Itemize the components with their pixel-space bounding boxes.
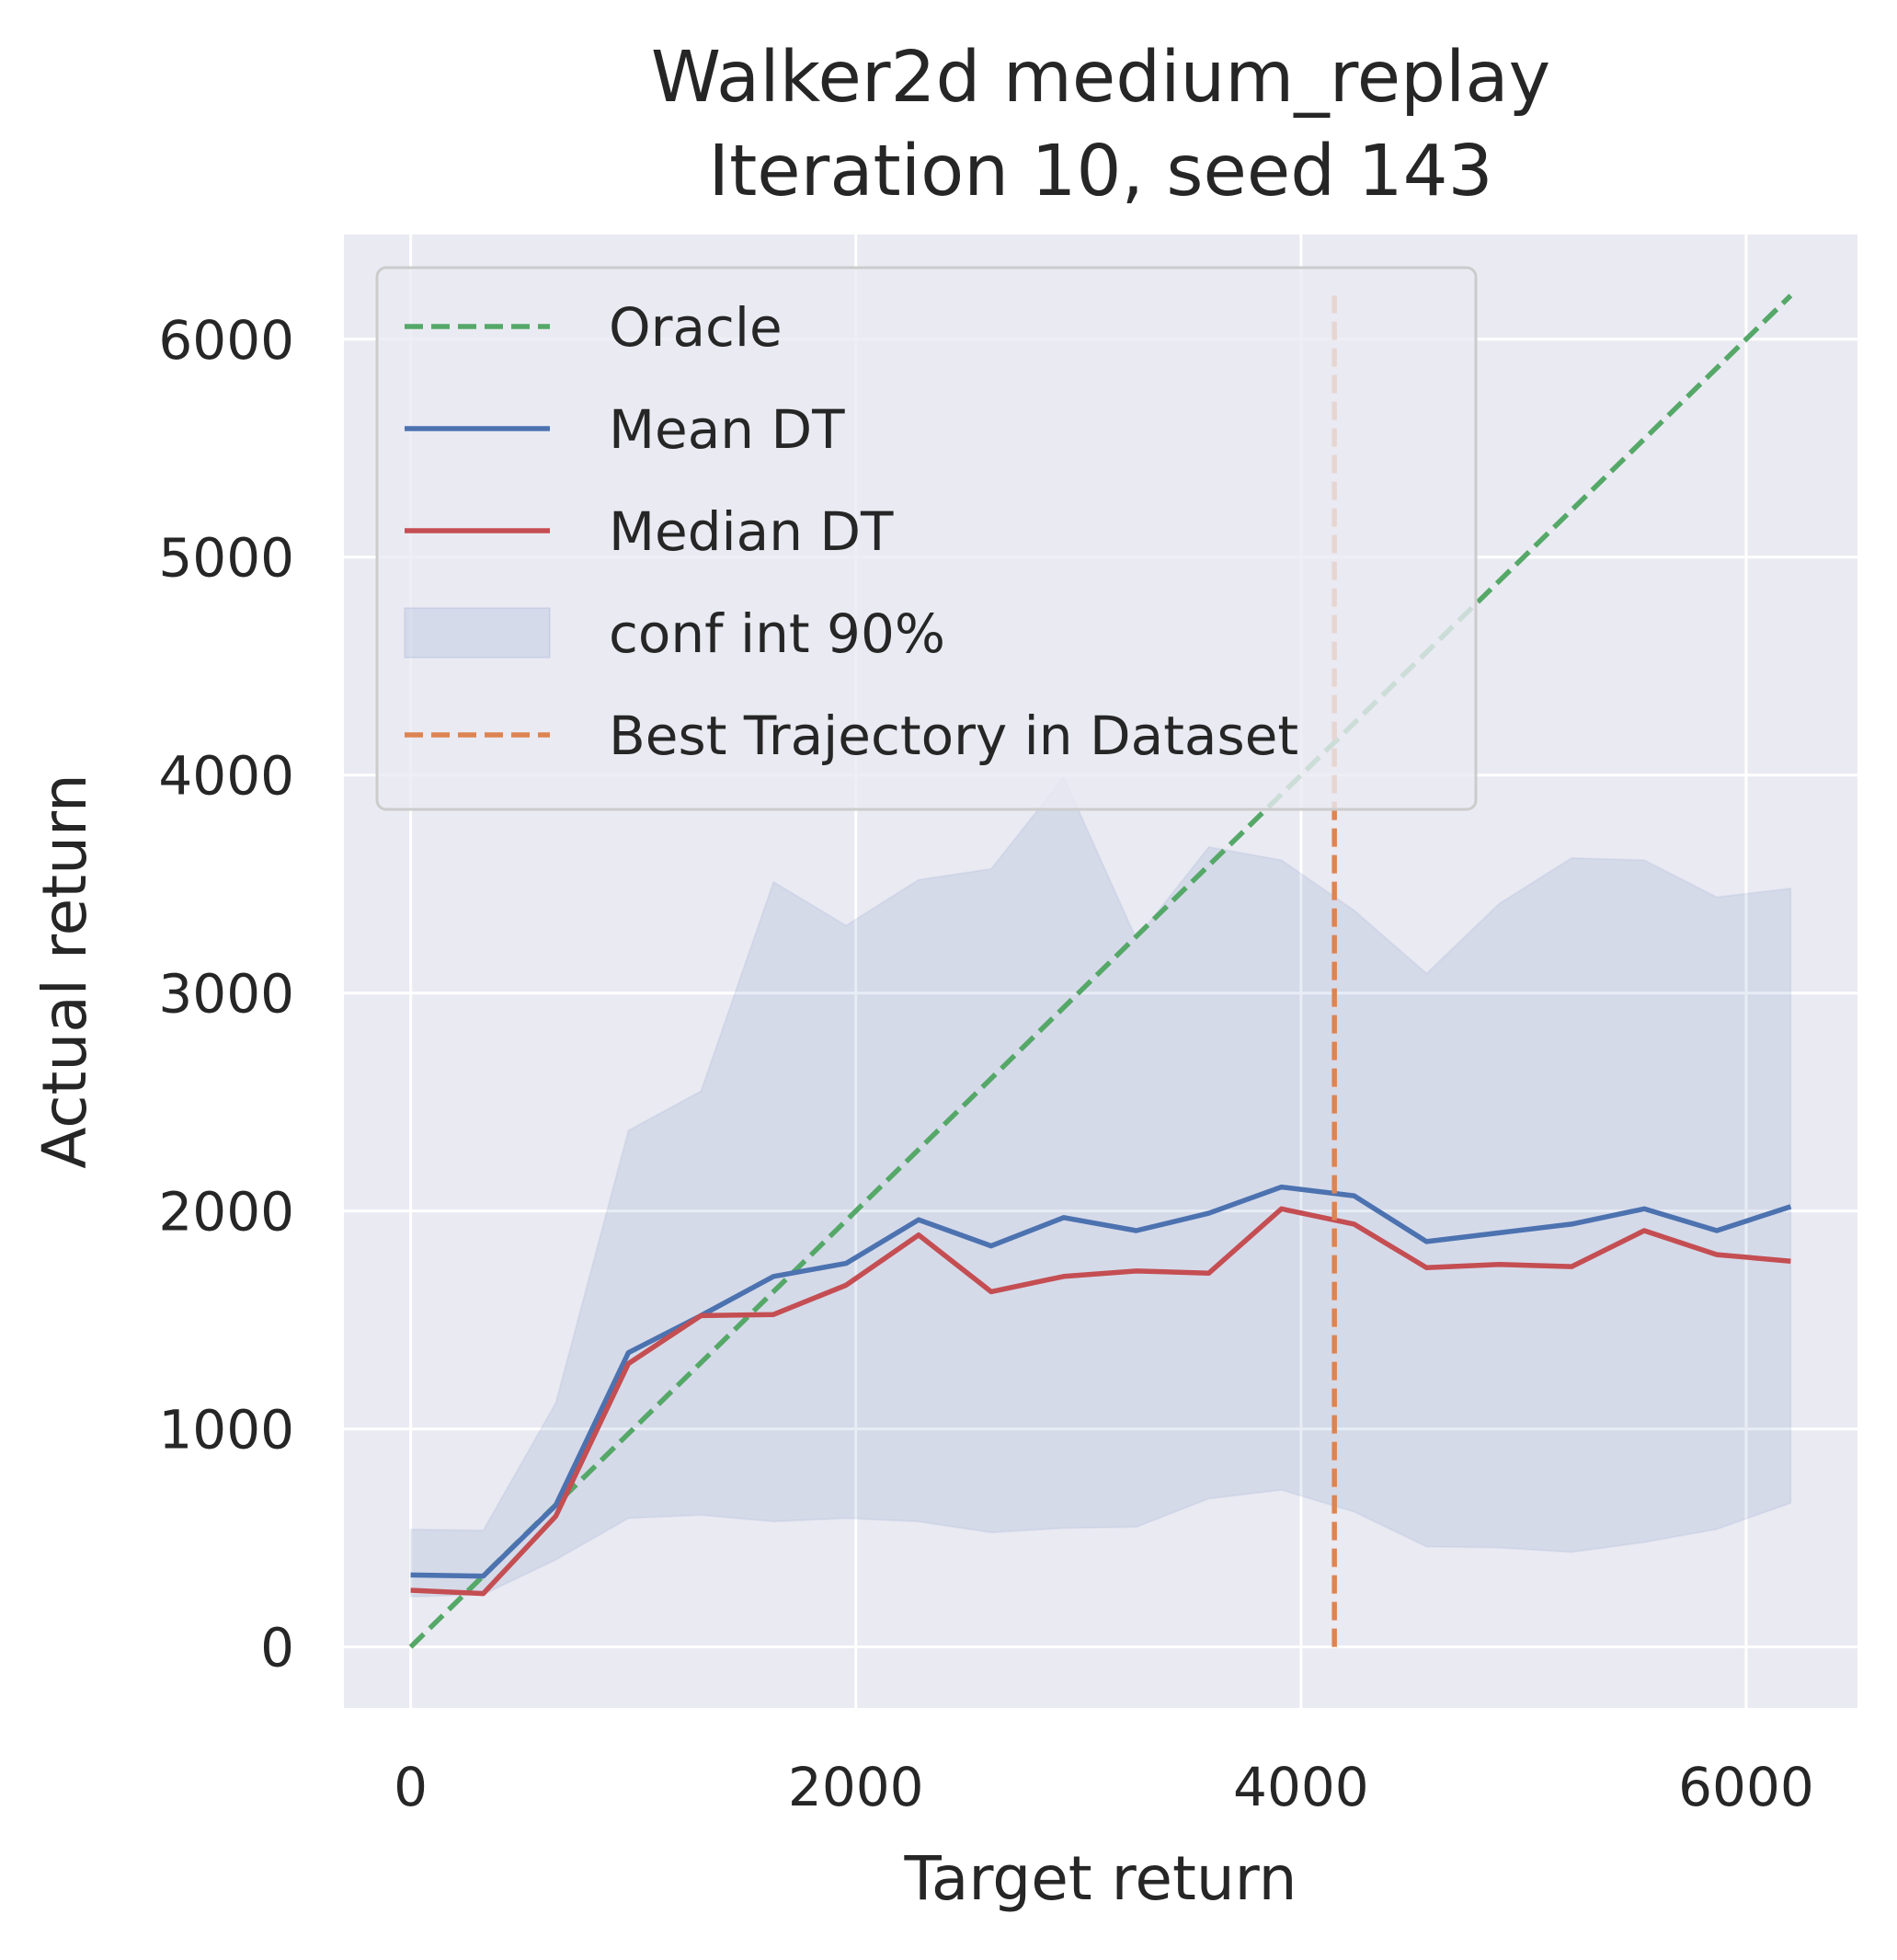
x-tick-labels: 0 2000 4000 6000 [394,1756,1814,1818]
y-tick-label: 2000 [158,1181,294,1244]
legend-label: Best Trajectory in Dataset [609,705,1298,767]
chart-subtitle: Iteration 10, seed 143 [708,131,1492,212]
y-tick-label: 1000 [158,1399,294,1461]
confidence-band-layer [409,775,1792,1599]
y-tick-label: 5000 [158,527,294,590]
legend-label: conf int 90% [609,602,945,665]
chart-title: Walker2d medium_replay [651,37,1550,119]
x-tick-label: 2000 [788,1756,924,1818]
confidence-band [409,775,1792,1599]
series-line-oracle [408,293,1793,1649]
y-tick-label: 6000 [158,309,294,372]
x-axis-label: Target return [904,1843,1297,1914]
series-line-median-dt [410,1206,1791,1597]
legend-label: Oracle [609,296,783,359]
legend-box [375,266,1478,811]
x-tick-label: 6000 [1678,1756,1814,1818]
y-tick-label: 3000 [158,963,294,1026]
y-axis-label: Actual return [29,774,100,1169]
series-line-mean-dt [410,1184,1792,1579]
x-tick-label: 4000 [1233,1756,1369,1818]
legend-swatch [404,607,551,659]
legend-label: Mean DT [609,398,845,461]
y-tick-label: 4000 [158,745,294,808]
y-tick-label: 0 [260,1617,294,1679]
legend-label: Median DT [609,500,894,563]
legend: Oracle Mean DT Median DT conf int 90% Best T… [375,266,1478,811]
x-tick-label: 0 [394,1756,428,1818]
y-tick-labels: 0 1000 2000 3000 4000 5000 6000 [158,309,294,1679]
